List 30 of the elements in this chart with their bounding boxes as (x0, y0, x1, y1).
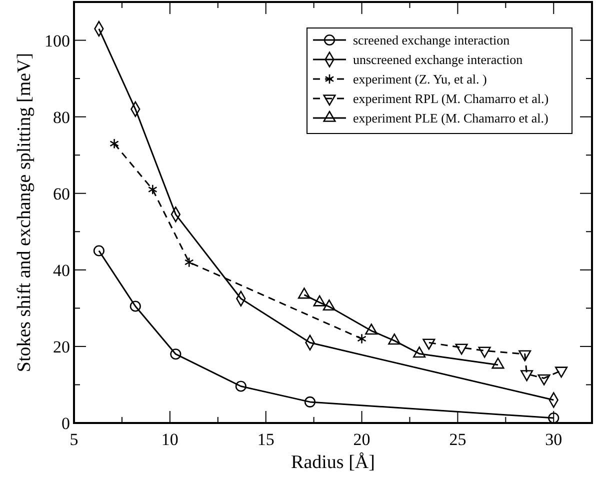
x-tick-label: 15 (257, 430, 274, 449)
point (130, 300, 141, 312)
y-tick-label: 20 (53, 337, 70, 356)
x-tick-label: 10 (161, 430, 178, 449)
y-tick-label: 0 (62, 414, 70, 433)
point (148, 184, 158, 195)
point (110, 138, 119, 149)
point (304, 396, 316, 408)
x-tick-label: 25 (449, 430, 466, 449)
legend-label: experiment (Z. Yu, et al. ) (353, 72, 487, 86)
x-axis-title: Radius [Å] (291, 452, 375, 473)
legend-label: experiment RPL (M. Chamarro et al.) (353, 91, 549, 106)
legend-label: experiment PLE (M. Chamarro et al.) (353, 110, 548, 126)
point (184, 256, 194, 268)
y-tick-label: 100 (44, 31, 70, 50)
legend-label: unscreened exchange interaction (353, 52, 524, 67)
legend-label: screened exchange interaction (353, 32, 510, 48)
y-axis-title: Stokes shift and exchange splitting [meV] (14, 52, 35, 372)
point (388, 334, 401, 345)
point (538, 374, 550, 386)
x-tick-label: 20 (353, 430, 370, 449)
y-tick-label: 80 (53, 108, 70, 127)
point (170, 348, 182, 360)
point (235, 380, 246, 392)
point (93, 245, 104, 256)
x-tick-label: 30 (545, 430, 562, 449)
x-tick-label: 5 (70, 430, 78, 449)
point (357, 334, 366, 344)
y-tick-label: 60 (53, 184, 70, 204)
y-tick-label: 40 (53, 260, 70, 280)
